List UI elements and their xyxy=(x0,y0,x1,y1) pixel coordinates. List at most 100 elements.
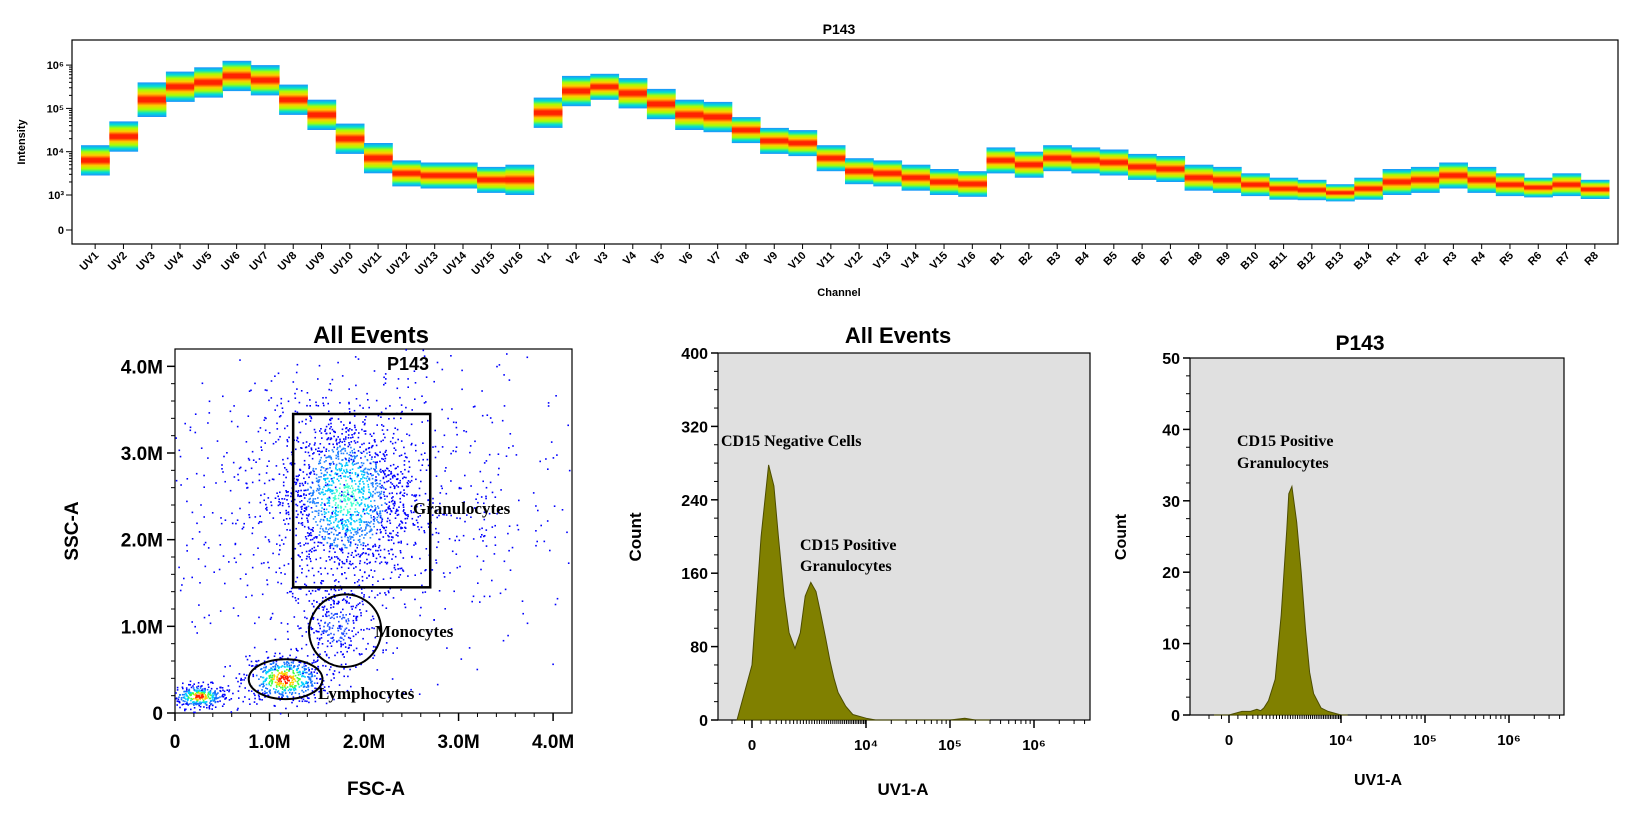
scatter-point xyxy=(376,528,379,531)
scatter-point xyxy=(319,462,322,464)
scatter-point xyxy=(309,673,312,675)
scatter-point xyxy=(331,417,333,420)
scatter-point xyxy=(253,646,256,649)
scatter-point xyxy=(341,428,344,431)
scatter-point xyxy=(384,451,387,453)
scatter-point xyxy=(248,501,251,504)
heatmap-bar-V4 xyxy=(618,78,648,109)
scatter-point xyxy=(360,588,363,590)
scatter-point xyxy=(294,685,296,687)
scatter-point xyxy=(337,629,340,632)
scatter-point xyxy=(333,617,335,620)
scatter-point xyxy=(390,539,393,541)
scatter-point xyxy=(269,512,271,514)
scatter-point xyxy=(311,685,314,687)
scatter-point xyxy=(203,701,205,704)
scatter-point xyxy=(300,697,303,700)
scatter-point xyxy=(200,447,203,449)
scatter-point xyxy=(335,498,337,500)
scatter-point xyxy=(384,460,386,462)
scatter-point xyxy=(219,696,221,698)
scatter-point xyxy=(358,491,360,493)
heatmap-x-tick-label: V5 xyxy=(649,250,667,268)
scatter-point xyxy=(323,516,326,518)
scatter-point xyxy=(264,442,266,444)
scatter-point xyxy=(356,580,359,583)
scatter-point xyxy=(381,429,384,431)
scatter-point xyxy=(314,687,316,690)
scatter-point xyxy=(450,514,452,517)
scatter-point xyxy=(361,575,364,578)
scatter-point xyxy=(382,477,385,480)
heatmap-x-tick-label: V15 xyxy=(928,250,950,272)
scatter-point xyxy=(404,513,407,515)
scatter-point xyxy=(301,647,303,650)
scatter-point xyxy=(286,665,288,668)
scatter-point xyxy=(381,518,384,520)
scatter-point xyxy=(313,694,316,696)
scatter-point xyxy=(312,527,314,529)
scatter-point xyxy=(350,515,353,517)
scatter-point xyxy=(185,694,187,697)
scatter-point xyxy=(311,547,313,550)
scatter-point xyxy=(308,498,311,501)
scatter-point xyxy=(346,452,348,455)
scatter-point xyxy=(268,668,270,671)
scatter-point xyxy=(266,579,268,581)
scatter-point xyxy=(321,466,323,468)
scatter-point xyxy=(547,402,550,404)
scatter-point xyxy=(326,692,329,695)
scatter-point xyxy=(318,476,320,478)
scatter-point xyxy=(396,473,399,476)
scatter-point xyxy=(343,424,345,426)
scatter-point xyxy=(359,483,361,485)
scatter-point xyxy=(312,530,314,532)
scatter-point xyxy=(222,693,224,696)
scatter-point xyxy=(380,504,383,506)
heatmap-x-tick-label: V3 xyxy=(593,250,611,268)
scatter-point xyxy=(285,491,288,494)
scatter-point xyxy=(489,481,492,484)
scatter-point xyxy=(390,536,393,538)
scatter-point xyxy=(325,425,328,428)
scatter-point xyxy=(303,665,305,667)
scatter-point xyxy=(364,505,367,507)
scatter-point xyxy=(359,569,361,571)
scatter-point xyxy=(373,510,376,512)
scatter-point xyxy=(266,657,269,659)
scatter-point xyxy=(296,576,299,579)
scatter-point xyxy=(273,675,276,677)
scatter-point xyxy=(391,497,393,499)
scatter-point xyxy=(451,408,453,410)
scatter-point xyxy=(319,487,321,490)
scatter-point xyxy=(337,602,339,605)
scatter-point xyxy=(237,615,240,617)
heatmap-bar-R8 xyxy=(1580,179,1610,199)
scatter-point xyxy=(411,494,413,496)
scatter-point xyxy=(358,584,361,587)
scatter-point xyxy=(483,462,486,464)
scatter-point xyxy=(190,699,192,702)
scatter-point xyxy=(334,589,337,592)
scatter-point xyxy=(320,469,322,471)
scatter-point xyxy=(224,694,226,696)
scatter-point xyxy=(190,686,193,689)
scatter-point xyxy=(328,685,330,688)
scatter-point xyxy=(371,477,374,480)
scatter-point xyxy=(280,402,282,405)
heatmap-x-tick-label: UV6 xyxy=(219,250,243,274)
scatter-point xyxy=(269,689,271,691)
scatter-point xyxy=(332,606,335,608)
scatter-point xyxy=(258,473,261,476)
scatter-point xyxy=(302,682,305,685)
heatmap-bar-V3 xyxy=(590,73,620,100)
scatter-point xyxy=(255,674,258,677)
scatter-point xyxy=(302,471,305,473)
scatter-point xyxy=(400,417,402,420)
scatter-point xyxy=(331,480,333,482)
scatter-point xyxy=(192,701,194,704)
scatter-point xyxy=(198,703,200,705)
scatter-point xyxy=(192,687,195,689)
scatter-point xyxy=(285,509,287,512)
